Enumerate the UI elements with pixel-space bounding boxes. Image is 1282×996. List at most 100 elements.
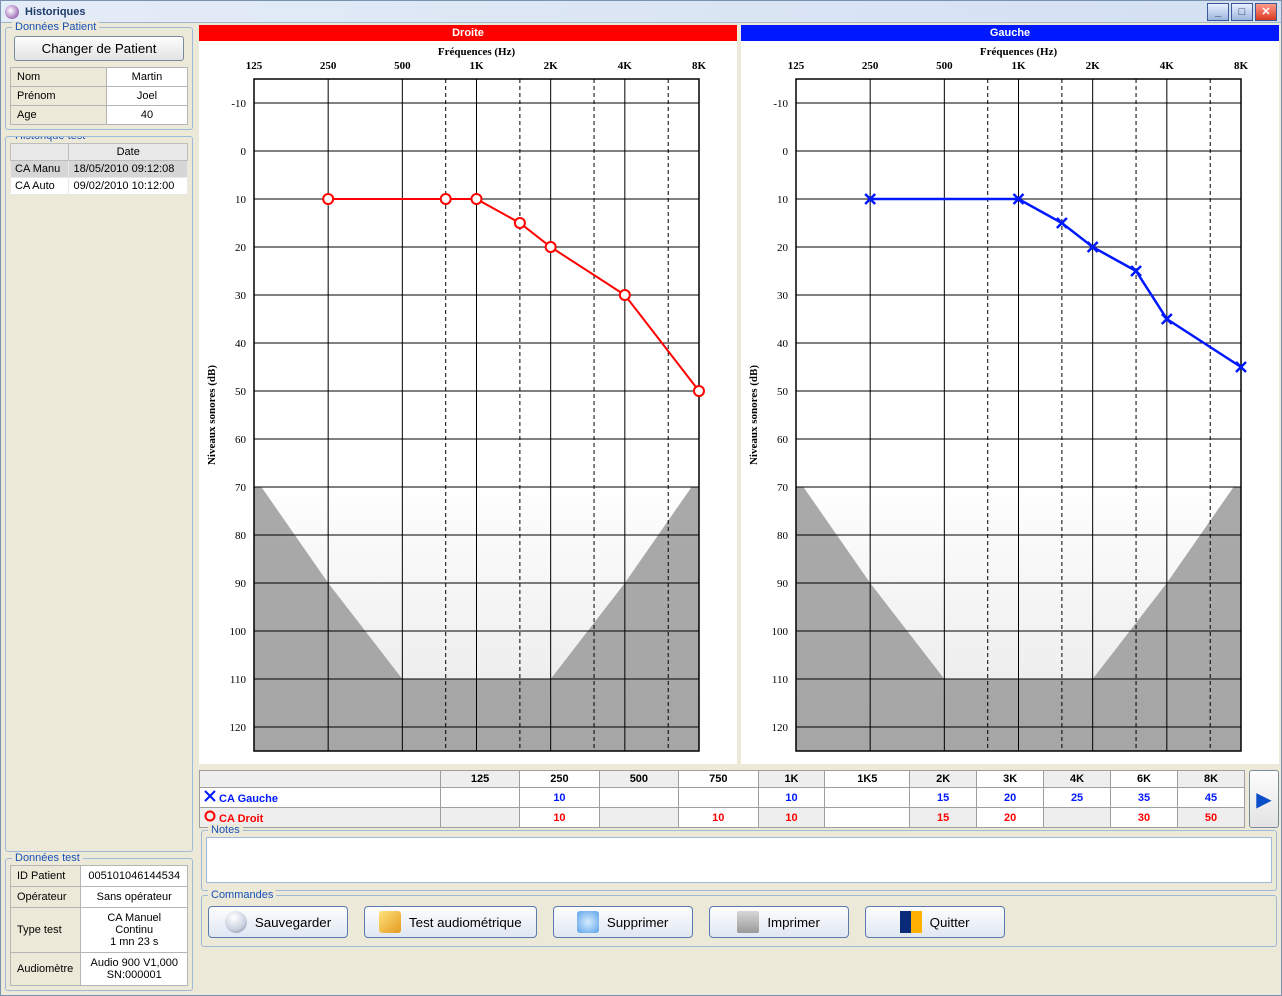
svg-text:500: 500	[394, 60, 411, 72]
svg-text:30: 30	[777, 290, 789, 302]
notes-input[interactable]	[206, 837, 1272, 883]
svg-text:1K: 1K	[1011, 60, 1026, 72]
window: Historiques _ □ ✕ Données Patient Change…	[0, 0, 1282, 996]
cmd-sauvegarder[interactable]: Sauvegarder	[208, 906, 348, 938]
cmd-imprimer[interactable]: Imprimer	[709, 906, 849, 938]
testinfo-label: Type test	[11, 908, 81, 953]
svg-text:50: 50	[777, 386, 789, 398]
result-cell	[599, 808, 678, 828]
testinfo-value: Sans opérateur	[81, 887, 188, 908]
svg-text:125: 125	[246, 60, 263, 72]
svg-text:0: 0	[241, 146, 247, 158]
side-bands: Droite Gauche	[199, 25, 1279, 41]
result-cell	[679, 788, 758, 808]
svg-text:120: 120	[772, 722, 789, 734]
svg-text:50: 50	[235, 386, 247, 398]
result-cell: 10	[758, 808, 825, 828]
next-button[interactable]: ▶	[1249, 770, 1279, 828]
commands-bar: Sauvegarder Test audiométrique Supprimer Im…	[206, 902, 1272, 942]
testinfo-label: ID Patient	[11, 866, 81, 887]
cmd-test-audiométrique[interactable]: Test audiométrique	[364, 906, 537, 938]
ic-save-icon	[225, 911, 247, 933]
svg-text:-10: -10	[231, 98, 246, 110]
band-left: Gauche	[741, 25, 1279, 41]
history-row[interactable]: CA Auto09/02/2010 10:12:00	[11, 178, 188, 195]
result-cell: 45	[1178, 788, 1245, 808]
maximize-button[interactable]: □	[1231, 3, 1253, 21]
result-row: 1252505007501K1K52K3K4K6K8K CA Gauche101…	[199, 770, 1279, 828]
result-cell: 20	[977, 788, 1044, 808]
charts-row: -100102030405060708090100110120125250500…	[199, 41, 1279, 764]
sidebar: Données Patient Changer de Patient NomMa…	[1, 23, 197, 995]
svg-text:250: 250	[320, 60, 337, 72]
minimize-button[interactable]: _	[1207, 3, 1229, 21]
history-box: Historique test DateCA Manu18/05/2010 09…	[5, 136, 193, 852]
svg-text:2K: 2K	[1086, 60, 1101, 72]
svg-text:90: 90	[235, 578, 247, 590]
patient-value: 40	[106, 106, 187, 125]
svg-text:10: 10	[235, 194, 247, 206]
svg-text:60: 60	[777, 434, 789, 446]
ic-test-icon	[379, 911, 401, 933]
result-cell: 10	[520, 808, 599, 828]
patient-table: NomMartinPrénomJoelAge40	[10, 67, 188, 125]
result-cell	[825, 808, 910, 828]
svg-text:0: 0	[783, 146, 789, 158]
result-cell	[440, 788, 519, 808]
patient-value: Joel	[106, 87, 187, 106]
history-row[interactable]: CA Manu18/05/2010 09:12:08	[11, 161, 188, 178]
result-cell: 20	[977, 808, 1044, 828]
patient-label: Prénom	[11, 87, 107, 106]
history-table[interactable]: DateCA Manu18/05/2010 09:12:08CA Auto09/…	[10, 143, 188, 195]
cmd-label: Quitter	[930, 915, 970, 930]
band-right: Droite	[199, 25, 737, 41]
audiogram-right: -100102030405060708090100110120125250500…	[199, 41, 737, 764]
patient-box: Données Patient Changer de Patient NomMa…	[5, 27, 193, 130]
svg-text:80: 80	[777, 530, 789, 542]
patient-value: Martin	[106, 68, 187, 87]
change-patient-button[interactable]: Changer de Patient	[14, 36, 185, 61]
svg-text:110: 110	[230, 674, 247, 686]
notes-box: Notes	[201, 830, 1277, 891]
cmd-quitter[interactable]: Quitter	[865, 906, 1005, 938]
svg-text:110: 110	[772, 674, 789, 686]
result-cell	[599, 788, 678, 808]
cmd-supprimer[interactable]: Supprimer	[553, 906, 693, 938]
notes-legend: Notes	[208, 824, 243, 836]
result-cell: 30	[1111, 808, 1178, 828]
app-icon	[5, 5, 19, 19]
titlebar: Historiques _ □ ✕	[1, 1, 1281, 23]
testinfo-box: Données test ID Patient005101046144534Op…	[5, 858, 193, 991]
result-cell: 35	[1111, 788, 1178, 808]
window-title: Historiques	[25, 6, 86, 18]
result-cell: 10	[758, 788, 825, 808]
testinfo-label: Audiomètre	[11, 953, 81, 986]
result-cell: 50	[1178, 808, 1245, 828]
svg-text:70: 70	[777, 482, 789, 494]
svg-text:60: 60	[235, 434, 247, 446]
svg-text:8K: 8K	[1234, 60, 1249, 72]
main-area: Droite Gauche -1001020304050607080901001…	[197, 23, 1281, 995]
result-cell	[825, 788, 910, 808]
svg-text:Fréquences (Hz): Fréquences (Hz)	[980, 46, 1058, 58]
svg-text:Niveaux sonores (dB): Niveaux sonores (dB)	[206, 365, 218, 465]
testinfo-value: 005101046144534	[81, 866, 188, 887]
result-row-label: CA Gauche	[200, 788, 441, 808]
testinfo-value: Audio 900 V1,000 SN:000001	[81, 953, 188, 986]
testinfo-label: Opérateur	[11, 887, 81, 908]
svg-text:10: 10	[777, 194, 789, 206]
cmd-label: Imprimer	[767, 915, 820, 930]
svg-text:90: 90	[777, 578, 789, 590]
svg-text:20: 20	[777, 242, 789, 254]
svg-text:Niveaux sonores (dB): Niveaux sonores (dB)	[748, 365, 760, 465]
svg-text:100: 100	[230, 626, 247, 638]
close-button[interactable]: ✕	[1255, 3, 1277, 21]
ic-print-icon	[737, 911, 759, 933]
result-cell	[440, 808, 519, 828]
result-cell: 10	[520, 788, 599, 808]
svg-text:Fréquences (Hz): Fréquences (Hz)	[438, 46, 516, 58]
commands-legend: Commandes	[208, 889, 276, 901]
result-cell: 15	[910, 788, 977, 808]
testinfo-value: CA Manuel Continu 1 mn 23 s	[81, 908, 188, 953]
svg-text:500: 500	[936, 60, 953, 72]
